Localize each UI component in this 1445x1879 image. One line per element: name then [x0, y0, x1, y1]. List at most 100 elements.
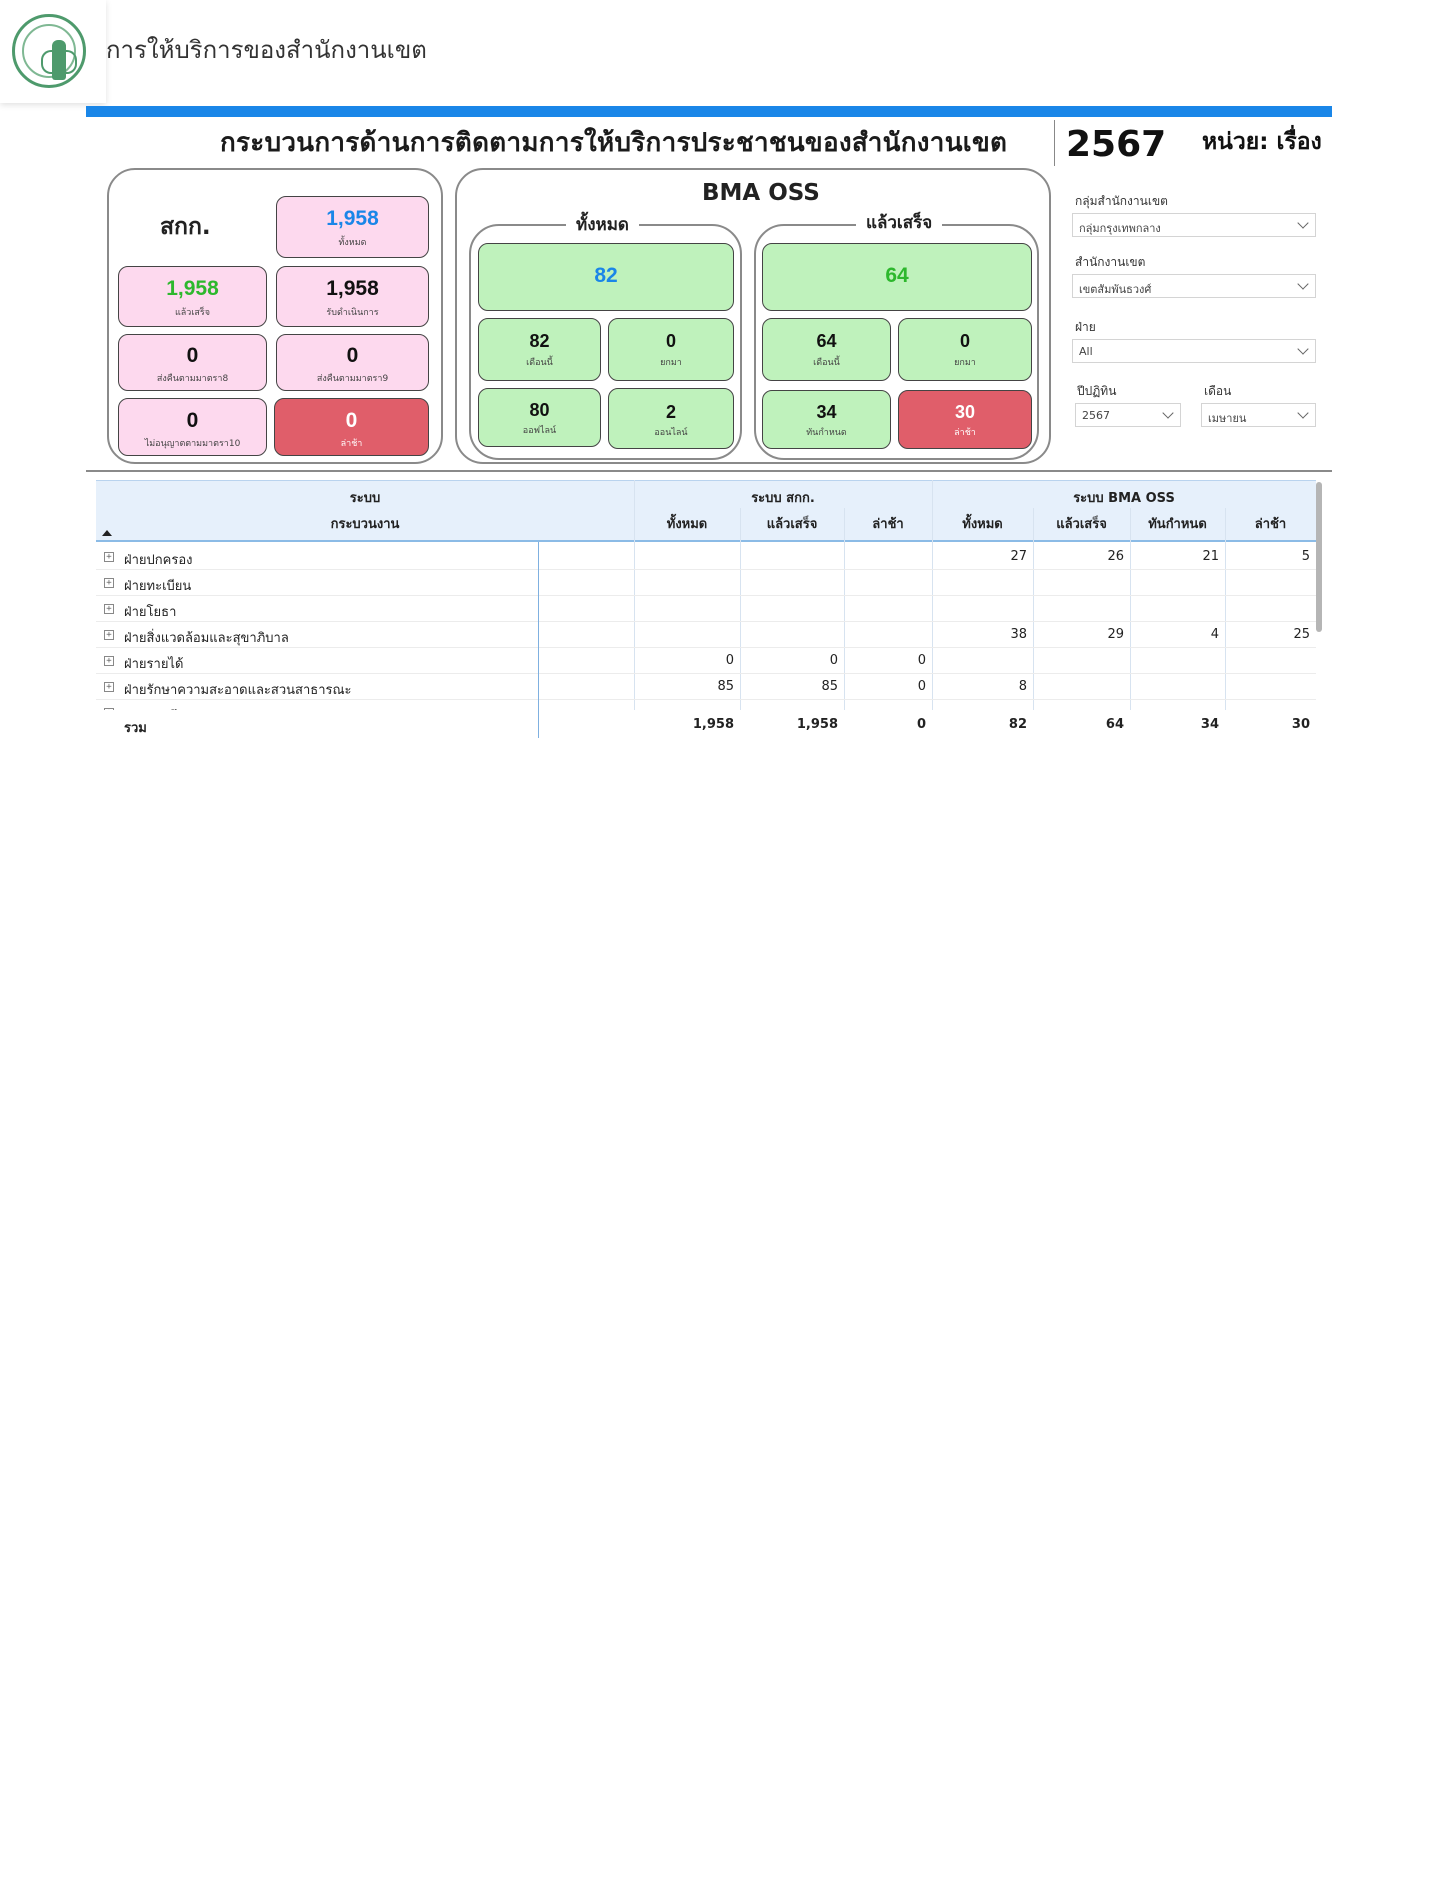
filter-division-select[interactable]: All — [1072, 339, 1316, 363]
expand-icon[interactable]: + — [104, 682, 114, 692]
skk-deny10-card[interactable]: 0 ไม่อนุญาตตามมาตรา10 — [118, 398, 267, 456]
oss-done-big-card[interactable]: 64 — [762, 243, 1032, 311]
row-cell: 4 — [1210, 627, 1219, 642]
app-header: การให้บริการของสำนักงานเขต — [0, 0, 1445, 103]
oss-all-offline-value: 80 — [529, 400, 550, 420]
header-col-oss-done[interactable]: แล้วเสร็จ — [1056, 517, 1107, 532]
filter-office-select[interactable]: เขตสัมพันธวงศ์ — [1072, 274, 1316, 298]
total-oss-done: 64 — [1105, 717, 1124, 732]
skk-received-label: รับดำเนินการ — [326, 308, 379, 318]
oss-done-carried-value: 0 — [959, 331, 970, 351]
table-row[interactable]: + ฝ่ายสิ่งแวดล้อมและสุขาภิบาล 38 29 4 25 — [96, 622, 1316, 648]
header-col-oss-late[interactable]: ล่าช้า — [1254, 517, 1287, 532]
oss-done-label: แล้วเสร็จ — [856, 209, 943, 236]
table-row[interactable]: + ฝ่ายรักษาความสะอาดและสวนสาธารณะ 85 85 0 8 — [96, 674, 1316, 700]
oss-done-ontime-value: 34 — [816, 402, 837, 422]
skk-done-value: 1,958 — [166, 277, 219, 300]
row-cell: 0 — [829, 653, 838, 668]
logo-ring — [22, 24, 77, 80]
unit-label: หน่วย: เรื่อง — [1202, 129, 1322, 155]
row-cell: 26 — [1107, 549, 1124, 564]
oss-all-offline-card[interactable]: 80 ออฟไลน์ — [478, 388, 601, 447]
filter-office-label: สำนักงานเขต — [1075, 255, 1146, 269]
title-divider — [1054, 120, 1055, 166]
header-col-oss-total[interactable]: ทั้งหมด — [962, 517, 1003, 532]
oss-done-carried-card[interactable]: 0 ยกมา — [898, 318, 1032, 381]
table-row[interactable]: + ฝ่ายปกครอง 27 26 21 5 — [96, 544, 1316, 570]
expand-icon[interactable]: + — [104, 656, 114, 666]
table-row[interactable]: + ฝ่ายโยธา — [96, 596, 1316, 622]
skk-return8-label: ส่งคืนตามมาตรา8 — [156, 374, 229, 384]
filter-group-label: กลุ่มสำนักงานเขต — [1075, 194, 1168, 208]
oss-all-online-value: 2 — [665, 402, 676, 422]
total-row: รวม 1,958 1,958 0 82 64 34 30 — [96, 710, 1316, 738]
filter-group-select[interactable]: กลุ่มกรุงเทพกลาง — [1072, 213, 1316, 237]
oss-done-late-card[interactable]: 30 ล่าช้า — [898, 390, 1032, 449]
filter-month-select[interactable]: เมษายน — [1201, 403, 1316, 427]
skk-late-label: ล่าช้า — [340, 439, 363, 449]
oss-done-ontime-label: ทันกำหนด — [806, 428, 847, 438]
expand-icon[interactable]: + — [104, 552, 114, 562]
selection-line — [538, 542, 539, 738]
header-col-oss-ontime[interactable]: ทันกำหนด — [1148, 517, 1207, 532]
matrix-scrollbar[interactable] — [1316, 482, 1322, 632]
report-title: กระบวนการด้านการติดตามการให้บริการประชาช… — [220, 128, 1008, 158]
oss-all-online-card[interactable]: 2 ออนไลน์ — [608, 388, 734, 449]
logo-figure — [52, 40, 66, 80]
app-title: การให้บริการของสำนักงานเขต — [106, 36, 427, 64]
skk-late-card[interactable]: 0 ล่าช้า — [274, 398, 429, 456]
skk-title: สกก. — [160, 214, 211, 240]
oss-all-big-value: 82 — [594, 264, 618, 287]
oss-all-month-card[interactable]: 82 เดือนนี้ — [478, 318, 601, 381]
oss-all-month-label: เดือนนี้ — [526, 358, 553, 368]
header-process[interactable]: กระบวนงาน — [330, 517, 400, 532]
header-col-skk-done[interactable]: แล้วเสร็จ — [766, 517, 818, 532]
col-divider — [844, 508, 845, 738]
filter-year-select[interactable]: 2567 — [1075, 403, 1181, 427]
skk-received-value: 1,958 — [326, 277, 379, 300]
oss-all-big-card[interactable]: 82 — [478, 243, 734, 311]
skk-return9-card[interactable]: 0 ส่งคืนตามมาตรา9 — [276, 334, 429, 391]
row-label: ฝ่ายรักษาความสะอาดและสวนสาธารณะ — [124, 683, 352, 698]
skk-received-card[interactable]: 1,958 รับดำเนินการ — [276, 266, 429, 327]
process-matrix[interactable]: ระบบ กระบวนงาน ระบบ สกก. ระบบ BMA OSS ทั… — [96, 480, 1316, 738]
expand-icon[interactable]: + — [104, 630, 114, 640]
total-skk-done: 1,958 — [796, 717, 838, 732]
row-cell: 8 — [1018, 679, 1027, 694]
expand-icon[interactable]: + — [104, 578, 114, 588]
oss-done-month-card[interactable]: 64 เดือนนี้ — [762, 318, 891, 381]
table-divider — [86, 470, 1332, 472]
sort-ascending-icon[interactable] — [102, 530, 112, 536]
filter-month-value: เมษายน — [1208, 412, 1247, 425]
skk-deny10-value: 0 — [186, 409, 199, 432]
filter-year-label: ปีปฏิทิน — [1077, 384, 1117, 398]
skk-total-card[interactable]: 1,958 ทั้งหมด — [276, 196, 429, 258]
chevron-down-icon — [1162, 407, 1174, 419]
row-cell: 21 — [1202, 549, 1219, 564]
table-row[interactable]: + ฝ่ายทะเบียน — [96, 570, 1316, 596]
filter-year-value: 2567 — [1082, 409, 1110, 422]
row-cell: 0 — [725, 653, 734, 668]
logo-wing-right — [65, 50, 77, 74]
chevron-down-icon — [1297, 343, 1309, 355]
oss-all-carried-card[interactable]: 0 ยกมา — [608, 318, 734, 381]
oss-done-late-value: 30 — [954, 402, 976, 422]
header-col-skk-late[interactable]: ล่าช้า — [872, 517, 904, 532]
total-oss-late: 30 — [1291, 717, 1310, 732]
skk-done-card[interactable]: 1,958 แล้วเสร็จ — [118, 266, 267, 327]
chevron-down-icon — [1297, 407, 1309, 419]
report-accent-bar — [86, 106, 1332, 117]
table-row[interactable]: + ฝ่ายรายได้ 0 0 0 — [96, 648, 1316, 674]
oss-done-month-label: เดือนนี้ — [813, 358, 840, 368]
oss-all-offline-label: ออฟไลน์ — [522, 426, 557, 436]
oss-title: BMA OSS — [702, 180, 820, 206]
col-divider — [1225, 508, 1226, 738]
expand-icon[interactable]: + — [104, 604, 114, 614]
row-label: ฝ่ายสิ่งแวดล้อมและสุขาภิบาล — [124, 631, 289, 646]
header-col-skk-total[interactable]: ทั้งหมด — [666, 517, 708, 532]
oss-done-ontime-card[interactable]: 34 ทันกำหนด — [762, 390, 891, 449]
oss-done-carried-label: ยกมา — [954, 358, 976, 368]
oss-all-month-value: 82 — [529, 331, 550, 351]
skk-return8-card[interactable]: 0 ส่งคืนตามมาตรา8 — [118, 334, 267, 391]
filter-group-value: กลุ่มกรุงเทพกลาง — [1079, 222, 1161, 235]
